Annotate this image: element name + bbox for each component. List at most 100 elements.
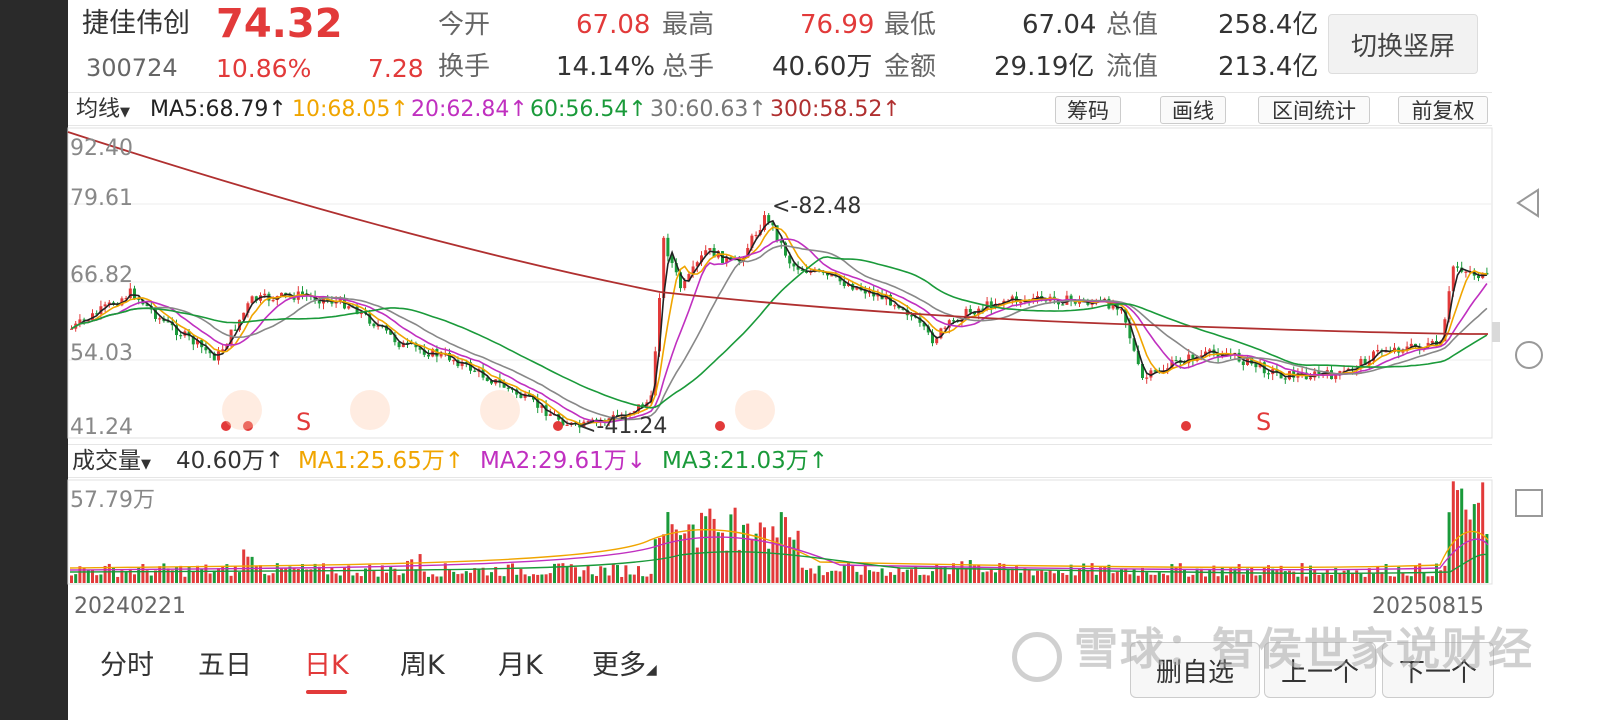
volume-bar [414,569,418,583]
tab-weekly-k[interactable]: 周K [400,650,445,681]
volume-bar [1464,509,1468,583]
volume-legend-bar: 成交量▼ 40.60万↑ MA1:25.65万↑ MA2:29.61万↓ MA3… [68,444,1492,478]
candle-body [1409,343,1413,347]
circle-icon[interactable] [1512,338,1546,372]
candle-body [1367,361,1371,366]
candle-body [771,222,775,226]
draw-line-button[interactable]: 画线 [1160,96,1226,124]
candle-body [120,298,124,306]
candle-body [1376,350,1380,352]
volume-bar [292,567,296,583]
price-axis-label: 79.61 [70,186,133,211]
volume-bar [166,568,170,583]
volume-bar [1313,569,1317,583]
volume-bar [956,567,960,583]
volume-bar [347,565,351,583]
candle-body [204,347,208,351]
adjust-price-button[interactable]: 前复权 [1398,96,1488,124]
volume-bar [200,569,204,583]
volume-bar [1031,575,1035,583]
volume-bar [481,567,485,583]
volume-bar [372,571,376,583]
candle-body [191,336,195,345]
volume-bar [847,563,850,583]
volume-bar [225,564,229,583]
candle-body [611,414,615,419]
volume-bar [683,533,687,583]
volume-bar [695,547,699,583]
volume-bar [721,532,724,583]
candle-body [632,411,636,413]
volume-bar [989,569,993,583]
volume-bar [1304,576,1308,583]
price-axis-label: 66.82 [70,263,133,288]
tab-daily-k[interactable]: 日K [304,650,349,694]
candle-body [519,394,523,398]
turnover-label: 换手 [438,52,491,82]
volume-bar [1401,573,1405,583]
volume-bar [343,567,346,583]
volume-bar [1346,569,1350,583]
volume-bar [338,575,342,583]
volume-bar [876,571,880,583]
volume-bar [733,507,737,583]
range-stats-button[interactable]: 区间统计 [1258,96,1370,124]
candle-body [540,405,544,408]
ma-selector[interactable]: 均线▼ [76,97,130,123]
tab-monthly-k[interactable]: 月K [498,650,543,681]
volume-bar [889,572,892,583]
volume-bar [212,570,216,583]
vol-ma2-line [69,536,1489,571]
candle-body [1136,350,1140,365]
ma10-line [71,226,1487,426]
tab-intraday[interactable]: 分时 [100,650,154,681]
candle-body [82,319,86,321]
candle-body [683,280,687,289]
candle-body [1124,309,1128,323]
ma30-value: 30:60.63↑ [650,97,767,122]
volume-bar [175,566,178,583]
candle-body [737,260,741,262]
candle-body [855,286,859,290]
tab-more[interactable]: 更多◢ [592,652,657,679]
signal-dot [715,421,725,431]
price-panel-frame [67,127,1493,439]
signal-dot [553,421,563,431]
candle-body [968,308,972,313]
volume-bar [947,574,951,583]
volume-bar [1355,570,1359,583]
volume-bar [74,574,78,583]
period-tabs: 分时 五日 日K 周K 月K 更多◢ [68,640,748,700]
volume-bar [191,571,195,583]
volume-selector[interactable]: 成交量▼ [72,448,151,476]
volume-bar [1380,572,1384,583]
next-stock-button[interactable]: 下一个 [1382,642,1494,698]
volume-bar [821,575,825,583]
collapse-left-icon[interactable] [1512,186,1546,220]
previous-stock-button[interactable]: 上一个 [1264,642,1376,698]
volume-bar [1111,573,1115,583]
volume-bar [1393,576,1396,583]
candle-body [70,328,73,330]
vol-ma3-line [69,551,1489,575]
volume-bar [1229,568,1233,583]
volume-bar [1187,576,1191,583]
volume-bar [1334,568,1338,583]
square-icon[interactable] [1512,486,1546,520]
candle-body [1275,369,1279,373]
volume-bar [317,566,321,583]
tab-five-day[interactable]: 五日 [198,650,252,681]
candle-body [952,320,955,322]
candle-body [1187,354,1191,364]
volume-bar [351,575,355,583]
stock-price: 74.32 [216,1,343,47]
high-label: 最高 [662,10,715,40]
candle-body [674,263,678,273]
switch-orientation-button[interactable]: 切换竖屏 [1328,14,1478,74]
volume-bar [183,576,187,583]
remove-watchlist-button[interactable]: 删自选 [1130,642,1260,698]
chips-button[interactable]: 筹码 [1055,96,1121,124]
volume-bar [435,576,439,583]
volume-bar [586,565,590,583]
